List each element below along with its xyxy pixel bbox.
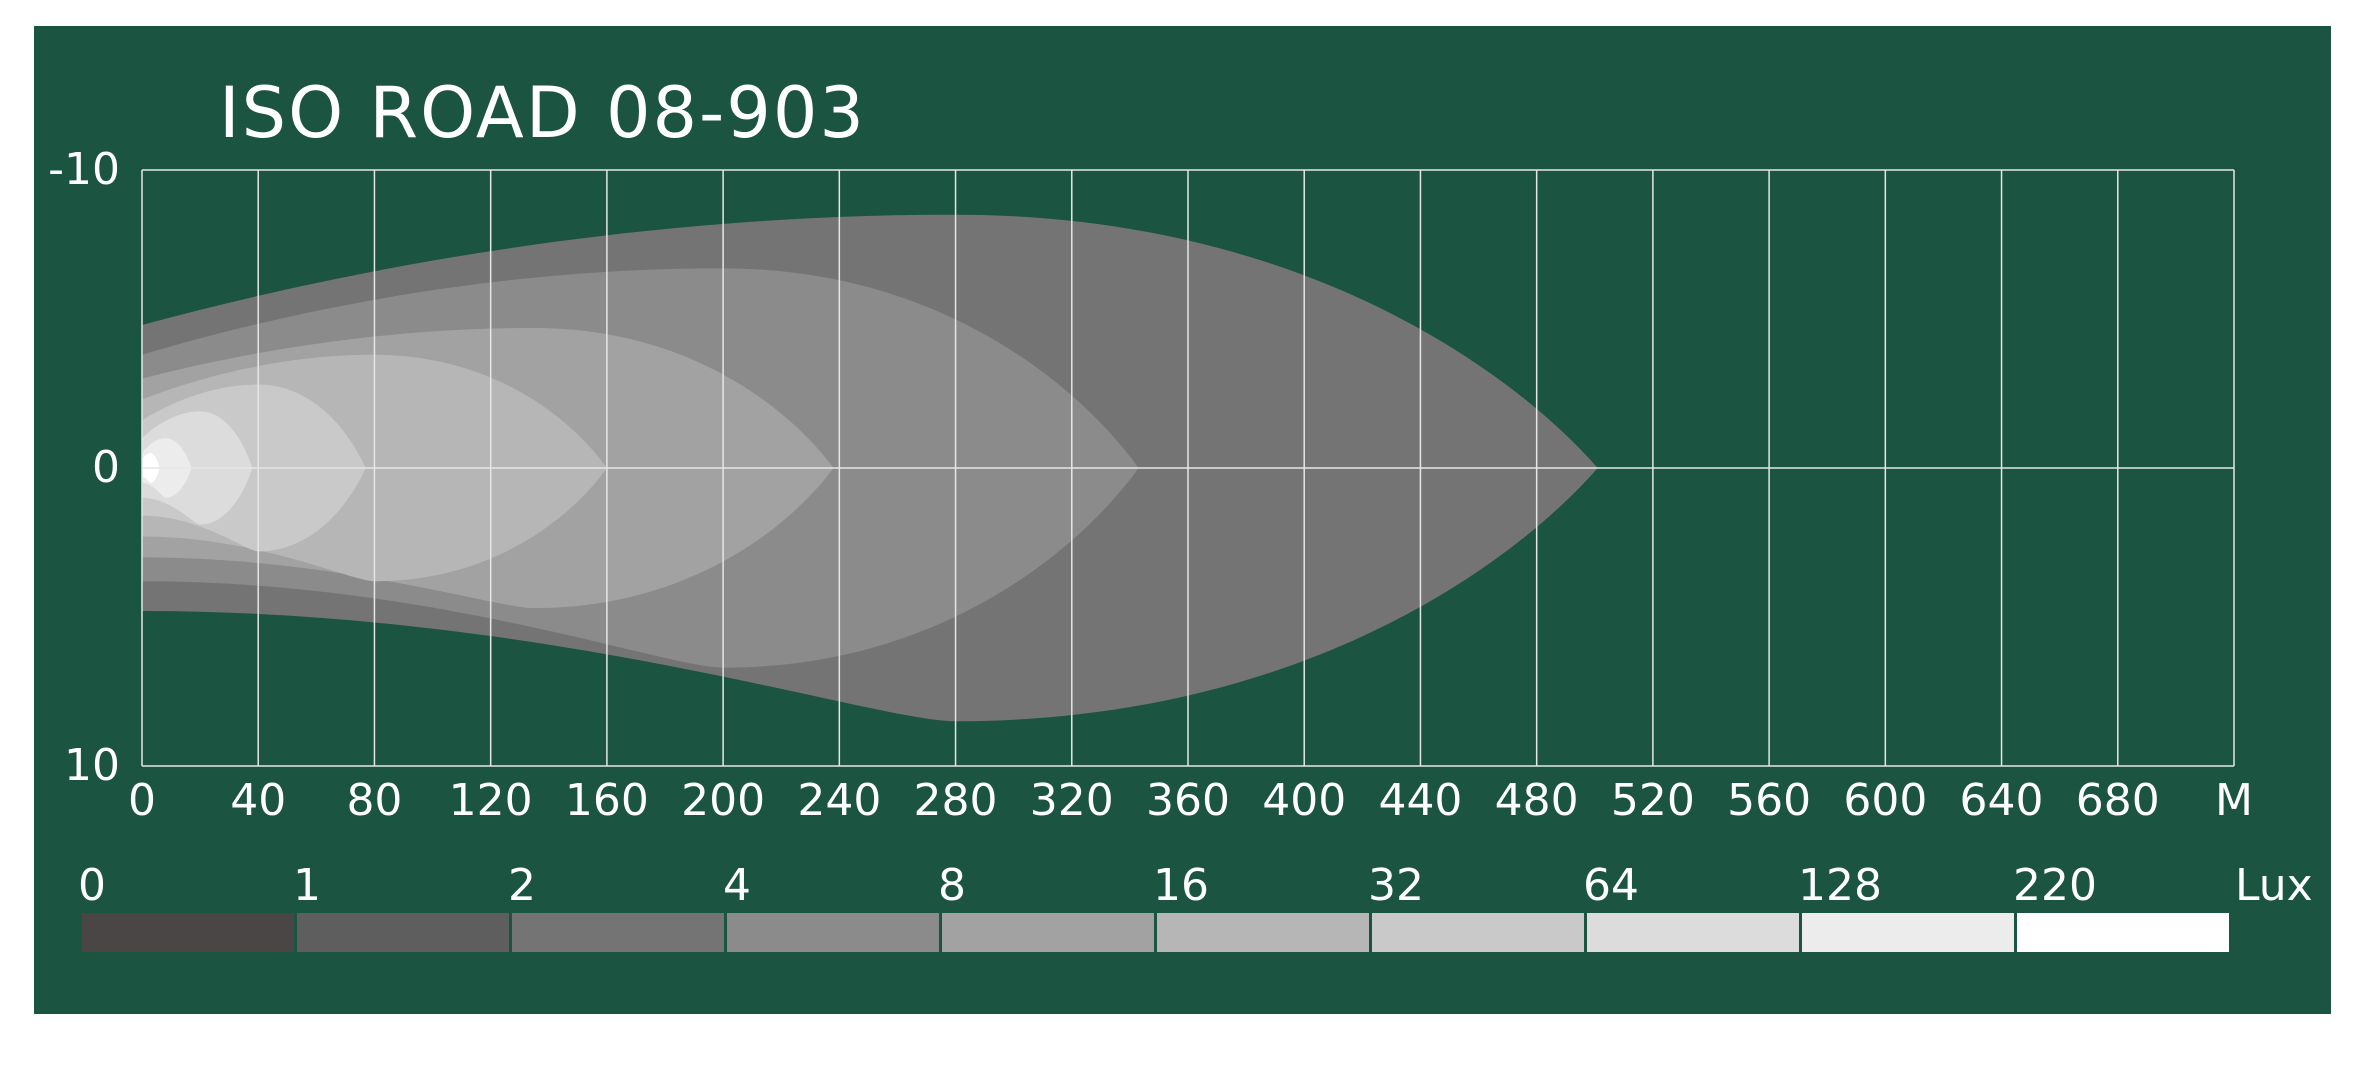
x-tick-label: 320 xyxy=(1029,775,1114,826)
legend-label: 1 xyxy=(293,860,321,911)
legend-swatch xyxy=(1372,913,1584,952)
legend-unit-label: Lux xyxy=(2235,860,2313,911)
y-tick-label: 10 xyxy=(64,740,120,791)
legend-label: 220 xyxy=(2013,860,2097,911)
legend-label: 2 xyxy=(508,860,536,911)
x-tick-label: 400 xyxy=(1262,775,1347,826)
legend-swatch xyxy=(2017,913,2229,952)
x-tick-label: 360 xyxy=(1146,775,1230,826)
chart-title: ISO ROAD 08-903 xyxy=(219,72,866,154)
legend-swatch xyxy=(297,913,509,952)
x-tick-label: 240 xyxy=(797,775,882,826)
plot-grid xyxy=(141,169,2235,767)
legend-swatch xyxy=(1802,913,2014,952)
legend-label: 64 xyxy=(1583,860,1639,911)
legend-label: 16 xyxy=(1153,860,1209,911)
x-tick-label: 120 xyxy=(448,775,533,826)
x-tick-label: 440 xyxy=(1378,775,1463,826)
x-tick-label: 160 xyxy=(564,775,649,826)
legend-label: 4 xyxy=(723,860,751,911)
legend-swatch xyxy=(727,913,939,952)
legend-swatch xyxy=(942,913,1154,952)
legend-label: 8 xyxy=(938,860,966,911)
x-tick-label: 680 xyxy=(2075,775,2160,826)
legend-swatch xyxy=(512,913,724,952)
x-tick-label: 80 xyxy=(346,775,403,826)
x-tick-label: 640 xyxy=(1959,775,2044,826)
x-tick-label: 40 xyxy=(230,775,287,826)
x-tick-label: 0 xyxy=(128,775,156,826)
legend-label: 128 xyxy=(1798,860,1882,911)
x-tick-label: 280 xyxy=(913,775,998,826)
y-tick-label: 0 xyxy=(92,442,120,493)
legend-swatch xyxy=(82,913,294,952)
legend-label: 32 xyxy=(1368,860,1424,911)
legend-swatch xyxy=(1157,913,1369,952)
x-tick-label: 600 xyxy=(1843,775,1928,826)
x-tick-label: 200 xyxy=(681,775,766,826)
x-axis-unit-label: M xyxy=(2215,775,2253,826)
legend-label: 0 xyxy=(78,860,106,911)
x-tick-label: 560 xyxy=(1727,775,1812,826)
y-tick-label: -10 xyxy=(48,144,120,195)
legend-swatch xyxy=(1587,913,1799,952)
x-tick-label: 480 xyxy=(1494,775,1579,826)
x-tick-label: 520 xyxy=(1610,775,1695,826)
